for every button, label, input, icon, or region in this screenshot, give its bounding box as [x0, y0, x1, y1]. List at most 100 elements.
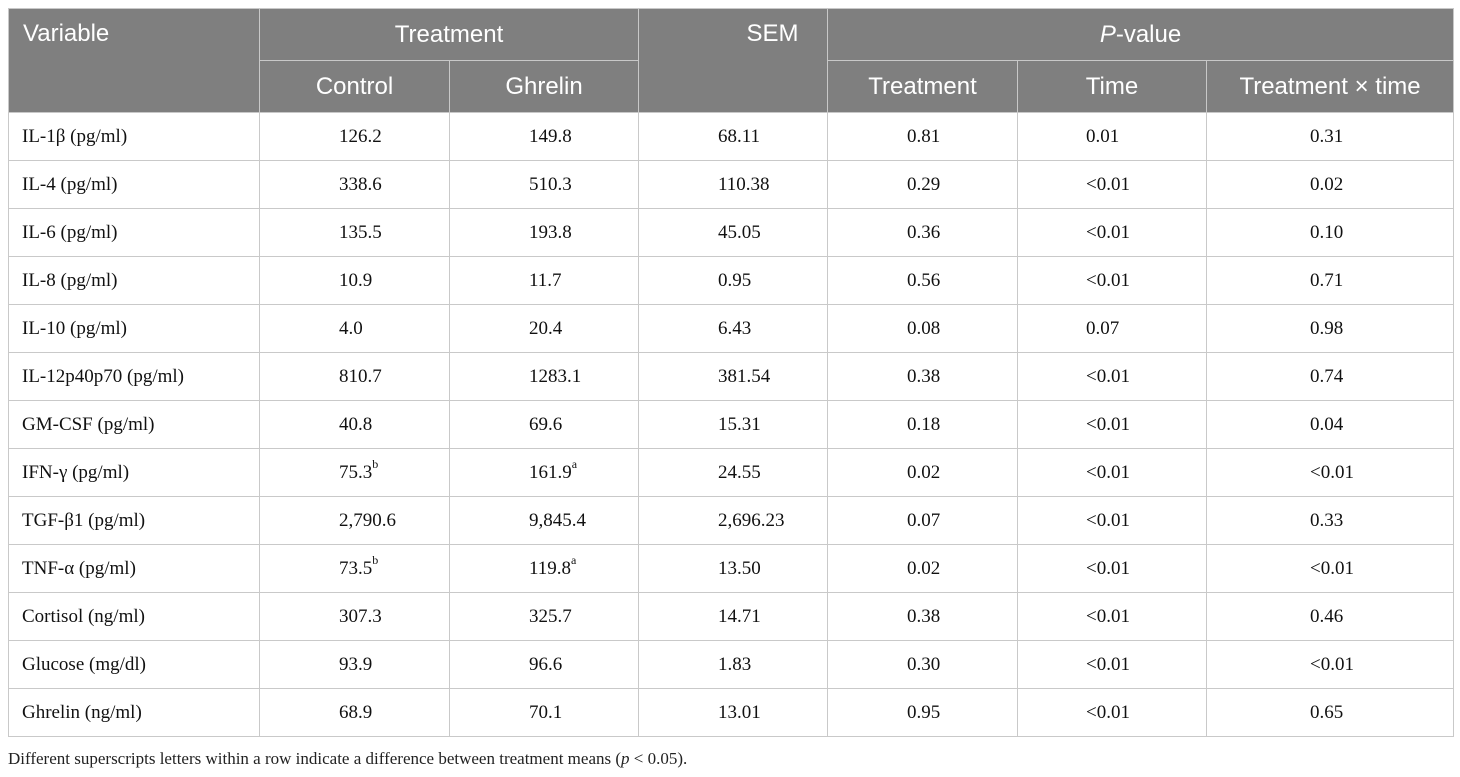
header-p-time: Time — [1017, 60, 1208, 113]
cell-sem-value: 0.95 — [718, 269, 752, 291]
cell-sem: 13.50 — [638, 544, 829, 593]
cell-sem-value: 381.54 — [718, 365, 771, 387]
cell-variable-value: IL-1β (pg/ml) — [22, 125, 128, 147]
cell-sem-value: 45.05 — [718, 221, 761, 243]
cell-variable-value: IL-8 (pg/ml) — [22, 269, 118, 291]
cell-p-time-value: 0.07 — [1086, 317, 1120, 339]
cell-p-treatment-value: 0.30 — [907, 653, 941, 675]
header-pvalue-p: P — [1099, 20, 1116, 48]
cell-control: 126.2 — [259, 112, 450, 161]
cell-ghrelin: 9,845.4 — [448, 496, 640, 545]
cell-p-time: <0.01 — [1017, 400, 1208, 449]
cell-p-interaction: 0.02 — [1206, 160, 1455, 209]
cell-control-value: 4.0 — [339, 317, 363, 339]
cell-ghrelin-value: 325.7 — [529, 605, 572, 627]
cell-p-time: <0.01 — [1017, 496, 1208, 545]
header-sem: SEM — [638, 8, 829, 113]
table-row: IL-10 (pg/ml) 4.0 20.4 6.43 0.08 0.07 0.98 — [8, 304, 1455, 353]
cell-ghrelin: 325.7 — [448, 592, 640, 641]
cell-control: 810.7 — [259, 352, 450, 401]
cell-p-interaction: 0.71 — [1206, 256, 1455, 305]
cell-sem: 1.83 — [638, 640, 829, 689]
cell-control: 4.0 — [259, 304, 450, 353]
cell-sem: 14.71 — [638, 592, 829, 641]
cell-ghrelin-value: 193.8 — [529, 221, 572, 243]
cell-p-treatment: 0.02 — [827, 448, 1019, 497]
table-row: GM-CSF (pg/ml) 40.8 69.6 15.31 0.18 <0.01 0.04 — [8, 400, 1455, 449]
cell-variable-value: TGF-β1 (pg/ml) — [22, 509, 146, 531]
cell-p-treatment: 0.56 — [827, 256, 1019, 305]
table-row: TNF-α (pg/ml) 73.5b 119.8a 13.50 0.02 <0.01 <0… — [8, 544, 1455, 593]
cell-sem: 0.95 — [638, 256, 829, 305]
cell-p-time: <0.01 — [1017, 544, 1208, 593]
cell-sem: 13.01 — [638, 688, 829, 737]
cell-p-time: <0.01 — [1017, 160, 1208, 209]
cell-p-treatment: 0.30 — [827, 640, 1019, 689]
header-ghrelin: Ghrelin — [448, 60, 640, 113]
cell-p-time-value: 0.01 — [1086, 125, 1120, 147]
cell-p-interaction: 0.31 — [1206, 112, 1455, 161]
cell-p-treatment: 0.38 — [827, 592, 1019, 641]
cell-p-treatment: 0.29 — [827, 160, 1019, 209]
cell-p-time: <0.01 — [1017, 256, 1208, 305]
cell-p-treatment-value: 0.08 — [907, 317, 941, 339]
cell-sem-value: 110.38 — [718, 173, 770, 195]
table-row: IL-12p40p70 (pg/ml) 810.7 1283.1 381.54 0.38… — [8, 352, 1455, 401]
cell-control: 338.6 — [259, 160, 450, 209]
cell-ghrelin: 69.6 — [448, 400, 640, 449]
cell-p-treatment-value: 0.56 — [907, 269, 941, 291]
cell-control-value: 75.3 — [339, 461, 373, 483]
cell-ghrelin: 119.8a — [448, 544, 640, 593]
cell-p-interaction-value: 0.33 — [1310, 509, 1344, 531]
cell-p-interaction: <0.01 — [1206, 544, 1455, 593]
cell-variable: IFN-γ (pg/ml) — [8, 448, 260, 497]
cell-ghrelin-value: 11.7 — [529, 269, 562, 291]
cell-variable-value: IFN-γ (pg/ml) — [22, 461, 130, 483]
cell-p-time-value: <0.01 — [1086, 173, 1130, 195]
table-row: IL-6 (pg/ml) 135.5 193.8 45.05 0.36 <0.01 0.10 — [8, 208, 1455, 257]
cell-p-treatment: 0.95 — [827, 688, 1019, 737]
cell-variable: Glucose (mg/dl) — [8, 640, 260, 689]
cell-ghrelin: 193.8 — [448, 208, 640, 257]
cell-variable: IL-12p40p70 (pg/ml) — [8, 352, 260, 401]
cell-p-treatment-value: 0.18 — [907, 413, 941, 435]
cell-sem: 110.38 — [638, 160, 829, 209]
cell-control-value: 93.9 — [339, 653, 373, 675]
cell-ghrelin: 96.6 — [448, 640, 640, 689]
cell-p-time: <0.01 — [1017, 208, 1208, 257]
cell-variable: IL-8 (pg/ml) — [8, 256, 260, 305]
cell-variable-value: IL-4 (pg/ml) — [22, 173, 118, 195]
cell-sem-value: 2,696.23 — [718, 509, 785, 531]
cell-sem: 68.11 — [638, 112, 829, 161]
cell-p-interaction-value: 0.02 — [1310, 173, 1344, 195]
cell-ghrelin: 11.7 — [448, 256, 640, 305]
cell-variable-value: Ghrelin (ng/ml) — [22, 701, 142, 723]
cell-ghrelin: 149.8 — [448, 112, 640, 161]
table-row: IL-8 (pg/ml) 10.9 11.7 0.95 0.56 <0.01 0.71 — [8, 256, 1455, 305]
cell-p-time: 0.07 — [1017, 304, 1208, 353]
cell-p-treatment-value: 0.81 — [907, 125, 941, 147]
cell-p-time-value: <0.01 — [1086, 509, 1130, 531]
cell-variable: TGF-β1 (pg/ml) — [8, 496, 260, 545]
cell-p-interaction-value: 0.74 — [1310, 365, 1344, 387]
cell-p-interaction-value: <0.01 — [1310, 653, 1354, 675]
cell-control-value: 10.9 — [339, 269, 373, 291]
cell-p-interaction-value: 0.31 — [1310, 125, 1344, 147]
cell-p-treatment: 0.38 — [827, 352, 1019, 401]
cell-ghrelin-value: 161.9 — [529, 461, 572, 483]
cell-sem-value: 14.71 — [718, 605, 761, 627]
cell-p-time-value: <0.01 — [1086, 605, 1130, 627]
cell-variable: IL-6 (pg/ml) — [8, 208, 260, 257]
cell-sem-value: 24.55 — [718, 461, 761, 483]
cell-p-time-value: <0.01 — [1086, 557, 1130, 579]
cell-variable-value: TNF-α (pg/ml) — [22, 557, 136, 579]
header-p-interaction: Treatment × time — [1206, 60, 1455, 113]
cell-variable: Ghrelin (ng/ml) — [8, 688, 260, 737]
cell-ghrelin-value: 9,845.4 — [529, 509, 586, 531]
cell-control-value: 338.6 — [339, 173, 382, 195]
cell-control: 2,790.6 — [259, 496, 450, 545]
cell-ghrelin: 510.3 — [448, 160, 640, 209]
cell-p-treatment-value: 0.07 — [907, 509, 941, 531]
cell-p-time-value: <0.01 — [1086, 365, 1130, 387]
cell-ghrelin-superscript: a — [571, 457, 578, 472]
